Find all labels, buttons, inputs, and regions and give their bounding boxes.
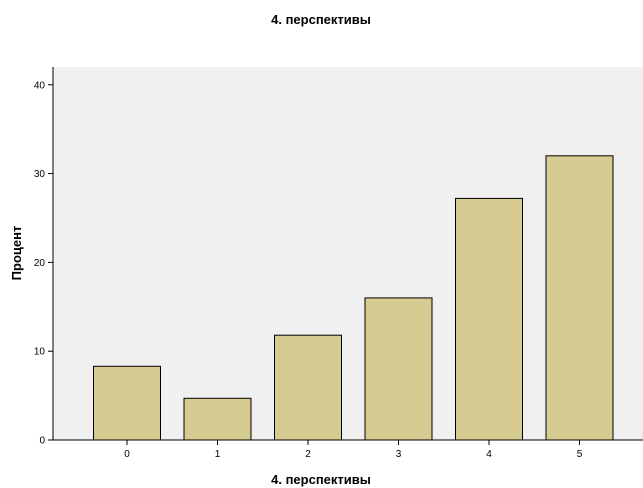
bar-5 <box>545 155 614 441</box>
x-tick-label: 0 <box>124 449 130 460</box>
bar-2 <box>274 334 342 441</box>
y-tick-label: 10 <box>34 347 46 358</box>
x-axis-title: 4. перспективы <box>271 472 371 487</box>
x-tick-label: 3 <box>396 449 402 460</box>
x-tick-label: 4 <box>486 449 492 460</box>
x-axis: 0 1 2 3 4 5 <box>53 439 643 460</box>
bar-4 <box>455 197 523 441</box>
x-tick-label: 2 <box>305 449 311 460</box>
y-tick-label: 40 <box>34 80 46 91</box>
y-axis: 0 10 20 30 40 <box>34 67 54 447</box>
bar-1 <box>183 397 252 441</box>
y-tick-label: 0 <box>39 436 45 447</box>
x-tick-label: 5 <box>577 449 583 460</box>
bars <box>93 155 614 441</box>
y-tick-label: 20 <box>34 258 46 269</box>
bar-3 <box>364 297 433 441</box>
y-axis-title: Процент <box>9 226 24 281</box>
x-tick-label: 1 <box>215 449 221 460</box>
chart-title: 4. перспективы <box>271 12 371 27</box>
y-tick-label: 30 <box>34 169 46 180</box>
bar-0 <box>93 365 161 441</box>
